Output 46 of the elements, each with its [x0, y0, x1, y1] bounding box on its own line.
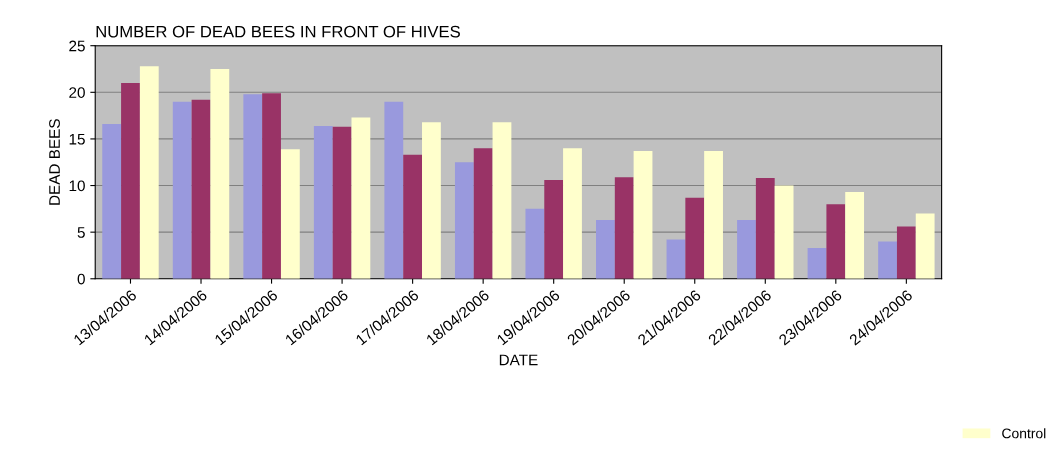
- bar: [704, 151, 723, 279]
- legend-label: Control: [1002, 428, 1046, 439]
- bar: [243, 94, 263, 279]
- bar: [102, 124, 122, 279]
- bar: [492, 122, 512, 279]
- bar: [544, 179, 564, 279]
- bar: [403, 154, 423, 279]
- bar: [826, 204, 846, 279]
- bar: [807, 248, 827, 279]
- bar: [121, 82, 140, 279]
- bar: [737, 220, 756, 279]
- bar: [172, 101, 192, 279]
- bar: [614, 177, 634, 279]
- y-tick-label: 15: [69, 133, 85, 145]
- bar: [563, 148, 582, 279]
- bar: [313, 125, 333, 279]
- bar: [210, 69, 230, 279]
- bar: [596, 220, 615, 279]
- bar: [774, 185, 794, 279]
- bar: [473, 148, 493, 279]
- bar: [332, 126, 352, 279]
- bar: [915, 213, 935, 279]
- chart-title: NUMBER OF DEAD BEES IN FRONT OF HIVES: [96, 25, 460, 38]
- bar: [191, 99, 211, 279]
- y-tick-label: 20: [69, 87, 85, 98]
- bar: [755, 178, 775, 279]
- bar: [422, 122, 441, 279]
- bar: [685, 197, 705, 279]
- bar: [384, 101, 404, 279]
- bar: [666, 239, 686, 279]
- bar: [633, 151, 653, 279]
- bar: [896, 226, 916, 279]
- bar: [454, 162, 474, 279]
- y-tick-label: 10: [69, 180, 85, 192]
- y-tick-label: 5: [77, 227, 85, 238]
- bar: [525, 208, 545, 279]
- bar: [139, 66, 159, 279]
- bar: [262, 93, 281, 279]
- bar: [878, 241, 897, 279]
- bar: [351, 117, 371, 279]
- bar: [845, 192, 865, 279]
- y-tick-label: 0: [77, 273, 85, 285]
- bar: [280, 149, 300, 279]
- x-axis-title: DATE: [499, 354, 538, 366]
- y-axis-title: DEAD BEES: [49, 119, 60, 205]
- y-tick-label: 25: [69, 40, 85, 52]
